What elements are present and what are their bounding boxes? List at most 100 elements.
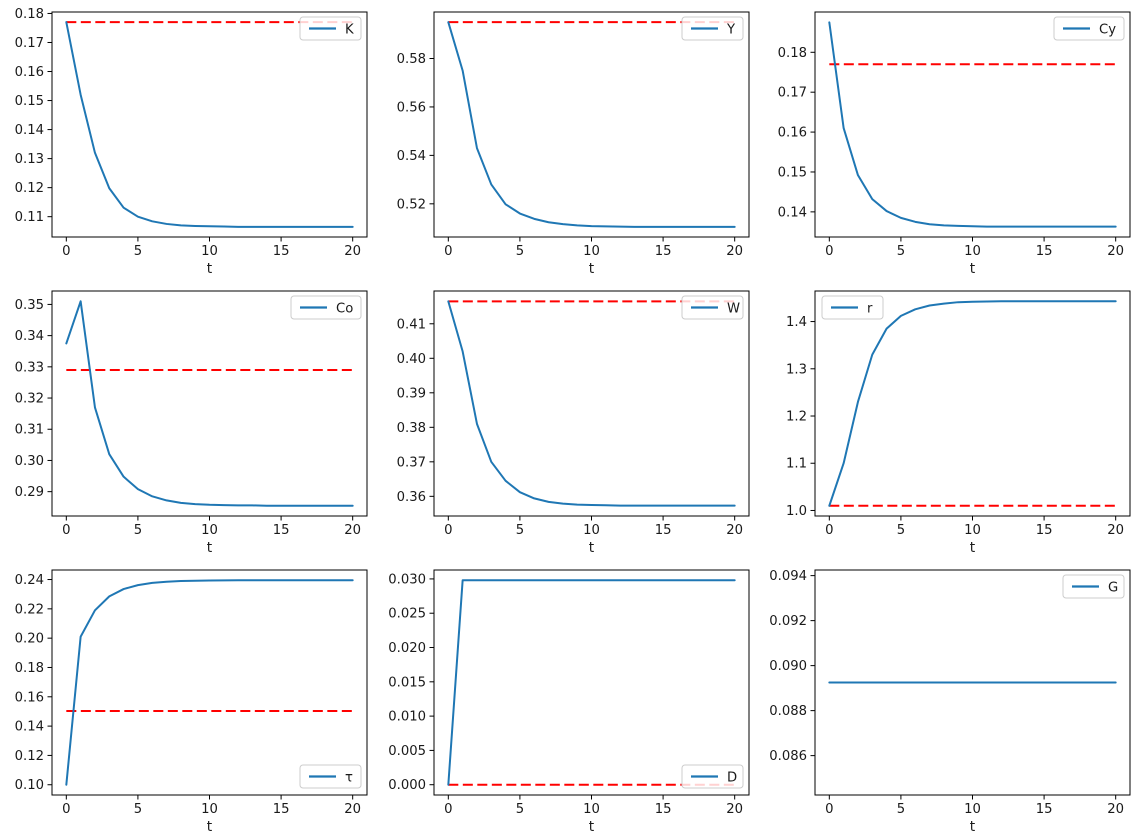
x-axis-label: t (588, 261, 594, 277)
x-tick-label: 10 (583, 802, 600, 817)
x-tick-label: 10 (201, 244, 218, 259)
x-axis-label: t (207, 540, 213, 556)
x-tick-label: 10 (583, 244, 600, 259)
y-tick-label: 0.22 (15, 602, 44, 617)
x-tick-label: 5 (897, 523, 905, 538)
x-tick-label: 15 (273, 523, 290, 538)
legend-label: W (727, 302, 740, 317)
subplot-cell-tau: 0 5 10 15 20 0.10 0.12 0.14 0.16 0.18 0.20 0.22 0.24… (0, 558, 381, 837)
x-tick-label: 10 (201, 802, 218, 817)
y-tick-label: 1.0 (786, 504, 807, 519)
legend: Cy (1053, 16, 1125, 41)
y-tick-label: 0.086 (770, 749, 808, 764)
y-tick-label: 0.35 (15, 298, 44, 313)
subplot-cell-Co: 0 5 10 15 20 0.29 0.30 0.31 0.32 0.33 0.34 0.35 t Co (0, 279, 381, 558)
subplot-Y: 0 5 10 15 20 0.52 0.54 0.56 0.58 t Y (396, 11, 750, 277)
x-tick-label: 5 (515, 523, 523, 538)
x-axis-label: t (588, 540, 594, 556)
x-tick-label: 15 (273, 802, 290, 817)
x-tick-label: 5 (897, 244, 905, 259)
x-tick-label: 10 (964, 244, 981, 259)
legend: W (681, 295, 744, 320)
x-axis-label: t (970, 819, 976, 835)
x-tick-label: 20 (726, 802, 743, 817)
x-tick-label: 20 (344, 802, 361, 817)
subplot-cell-D: 0 5 10 15 20 0.000 0.005 0.010 0.015 0.020 0.025 0.… (382, 558, 763, 837)
y-tick-label: 0.18 (778, 46, 807, 61)
legend-label: r (867, 302, 873, 317)
y-tick-label: 0.030 (388, 572, 426, 587)
y-tick-label: 0.38 (396, 421, 425, 436)
y-tick-label: 0.010 (388, 710, 426, 725)
x-tick-label: 20 (344, 244, 361, 259)
x-tick-label: 0 (62, 244, 70, 259)
y-tick-label: 0.090 (770, 659, 808, 674)
x-axis-label: t (970, 261, 976, 277)
x-axis-label: t (588, 819, 594, 835)
y-tick-label: 0.12 (15, 181, 44, 196)
axes-frame (433, 569, 750, 796)
x-axis-label: t (970, 540, 976, 556)
y-tick-label: 0.14 (15, 720, 44, 735)
y-tick-label: 0.18 (15, 661, 44, 676)
y-tick-label: 0.000 (388, 778, 426, 793)
x-tick-label: 0 (825, 802, 833, 817)
y-tick-label: 0.17 (15, 36, 44, 51)
x-tick-label: 15 (654, 802, 671, 817)
legend: Co (290, 295, 362, 320)
legend-label: Y (726, 23, 736, 38)
y-tick-label: 0.40 (396, 352, 425, 367)
y-tick-label: 0.11 (15, 210, 44, 225)
legend: τ (299, 764, 362, 789)
y-tick-label: 0.36 (396, 490, 425, 505)
x-tick-label: 20 (1108, 523, 1125, 538)
legend: D (681, 764, 744, 789)
x-tick-label: 5 (134, 523, 142, 538)
legend-label: Cy (1099, 23, 1116, 38)
x-tick-label: 15 (1036, 523, 1053, 538)
legend: K (299, 16, 362, 41)
x-tick-label: 0 (444, 523, 452, 538)
y-tick-label: 0.18 (15, 7, 44, 22)
legend-label: G (1108, 581, 1118, 596)
y-tick-label: 1.3 (786, 362, 807, 377)
subplot-D: 0 5 10 15 20 0.000 0.005 0.010 0.015 0.020 0.025 0.… (388, 569, 750, 835)
subplot-K: 0 5 10 15 20 0.11 0.12 0.13 0.14 0.15 0.16 0.17 0.18… (15, 7, 368, 277)
y-tick-label: 0.58 (396, 52, 425, 67)
y-tick-label: 0.32 (15, 392, 44, 407)
subplot-Cy: 0 5 10 15 20 0.14 0.15 0.16 0.17 0.18 t Cy (778, 11, 1131, 277)
x-tick-label: 20 (344, 523, 361, 538)
subplot-r: 0 5 10 15 20 1.0 1.1 1.2 1.3 1.4 t r (786, 290, 1131, 556)
y-tick-label: 0.015 (388, 675, 426, 690)
legend-label: K (345, 23, 354, 38)
y-tick-label: 0.29 (15, 485, 44, 500)
y-tick-label: 0.30 (15, 454, 44, 469)
y-tick-label: 0.17 (778, 86, 807, 101)
y-tick-label: 0.094 (770, 569, 808, 584)
x-tick-label: 20 (1108, 244, 1125, 259)
x-tick-label: 0 (825, 244, 833, 259)
series-line (828, 21, 1118, 228)
subplot-cell-K: 0 5 10 15 20 0.11 0.12 0.13 0.14 0.15 0.16 0.17 0.18… (0, 0, 381, 279)
subplot-cell-W: 0 5 10 15 20 0.36 0.37 0.38 0.39 0.40 0.41 t W (382, 279, 763, 558)
series-line (446, 579, 736, 786)
y-tick-label: 0.31 (15, 423, 44, 438)
x-tick-label: 15 (273, 244, 290, 259)
x-tick-label: 0 (444, 802, 452, 817)
y-tick-label: 0.39 (396, 386, 425, 401)
x-tick-label: 10 (964, 523, 981, 538)
axes-frame (433, 11, 750, 238)
series-line (65, 579, 354, 786)
y-tick-label: 0.34 (15, 329, 44, 344)
y-tick-label: 0.16 (778, 126, 807, 141)
y-tick-label: 0.092 (770, 614, 808, 629)
subplot-cell-Y: 0 5 10 15 20 0.52 0.54 0.56 0.58 t Y (382, 0, 763, 279)
series-line (65, 300, 354, 507)
y-tick-label: 0.14 (15, 123, 44, 138)
y-tick-label: 0.14 (778, 205, 807, 220)
y-tick-label: 0.54 (396, 149, 425, 164)
subplot-Co: 0 5 10 15 20 0.29 0.30 0.31 0.32 0.33 0.34 0.35 t Co (15, 290, 368, 556)
axes-frame (51, 11, 368, 238)
x-tick-label: 5 (897, 802, 905, 817)
